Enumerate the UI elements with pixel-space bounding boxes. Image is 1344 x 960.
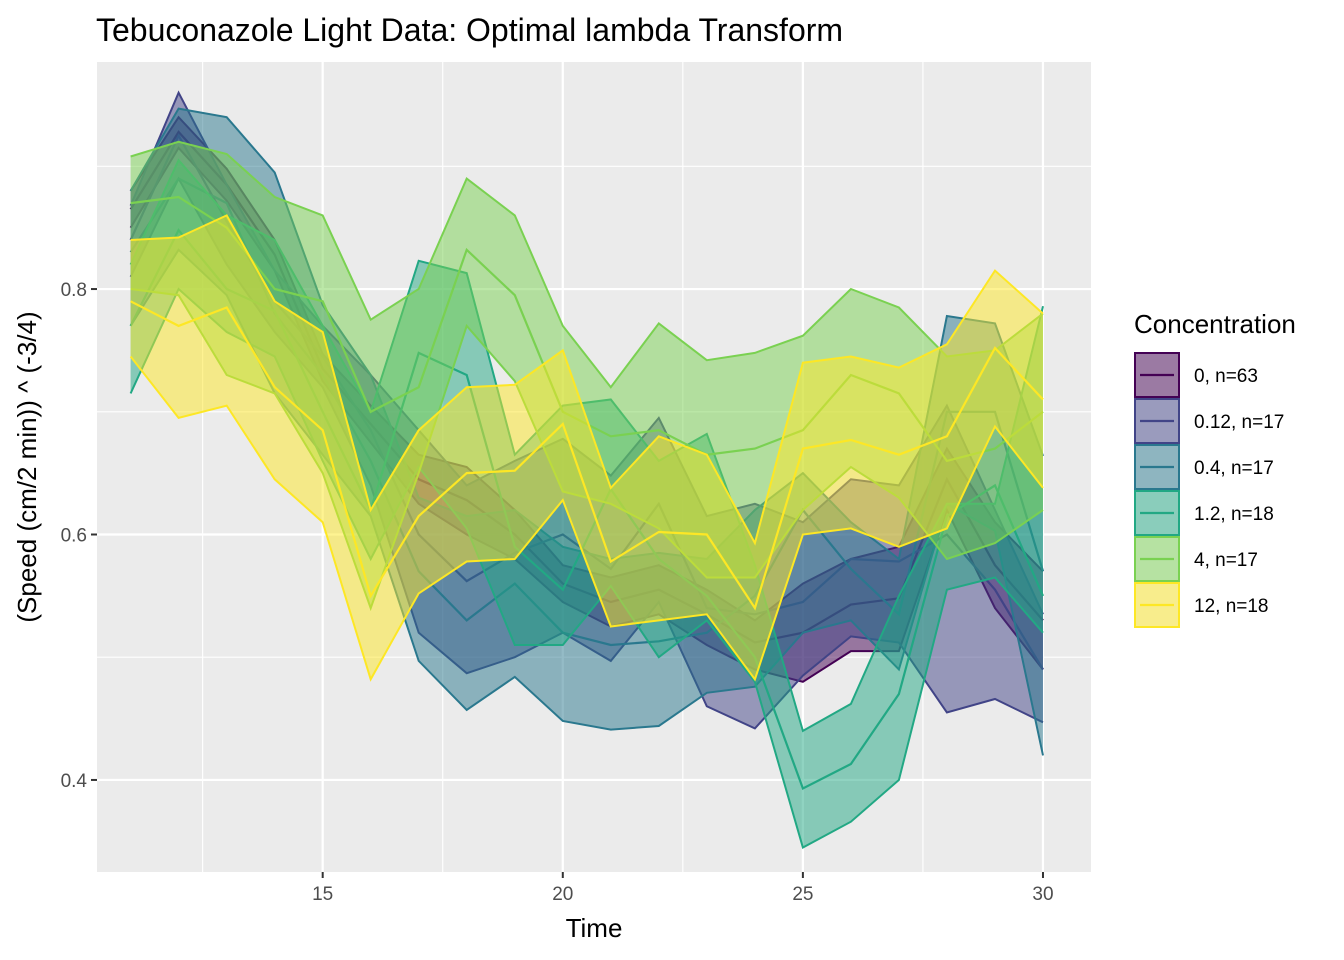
ribbon-band <box>130 215 1044 680</box>
x-axis: 15 20 25 30 <box>312 872 1054 905</box>
legend-item: 0.12, n=17 <box>1134 398 1284 444</box>
y-tick-label: 0.4 <box>61 771 88 792</box>
legend-label: 0.4, n=17 <box>1194 458 1274 479</box>
legend-label: 0.12, n=17 <box>1194 412 1284 433</box>
legend-item: 0.4, n=17 <box>1134 444 1274 490</box>
ribbons <box>129 90 1045 849</box>
ribbon-upper-edge <box>130 214 1044 546</box>
legend-item: 4, n=17 <box>1134 536 1258 582</box>
y-tick-label: 0.8 <box>61 280 87 301</box>
chart-title: Tebuconazole Light Data: Optimal lambda … <box>96 12 843 48</box>
legend: Concentration 0, n=63 0.12, n=17 0.4, n=17… <box>1134 309 1296 628</box>
x-tick-label: 30 <box>1032 884 1053 905</box>
series-mean-line <box>130 300 1044 611</box>
series-5 <box>129 214 1044 682</box>
legend-item: 12, n=18 <box>1134 582 1269 628</box>
x-axis-title: Time <box>566 913 623 943</box>
y-axis-title: (Speed (cm/2 min)) ^ (-3/4) <box>12 311 42 622</box>
ribbon-band <box>130 108 1044 756</box>
legend-label: 12, n=18 <box>1194 596 1269 617</box>
legend-title: Concentration <box>1134 309 1296 339</box>
legend-label: 0, n=63 <box>1194 366 1258 387</box>
legend-item: 1.2, n=18 <box>1134 490 1274 536</box>
x-tick-label: 15 <box>312 884 333 905</box>
legend-item: 0, n=63 <box>1134 352 1258 398</box>
ribbon-lower-edge <box>129 355 1044 682</box>
x-tick-label: 20 <box>552 884 573 905</box>
y-tick-label: 0.6 <box>61 526 87 547</box>
x-tick-label: 25 <box>792 884 813 905</box>
y-axis: 0.4 0.6 0.8 <box>61 280 97 792</box>
legend-label: 4, n=17 <box>1194 550 1258 571</box>
legend-label: 1.2, n=18 <box>1194 504 1274 525</box>
ribbon-upper-edge <box>130 140 1044 389</box>
